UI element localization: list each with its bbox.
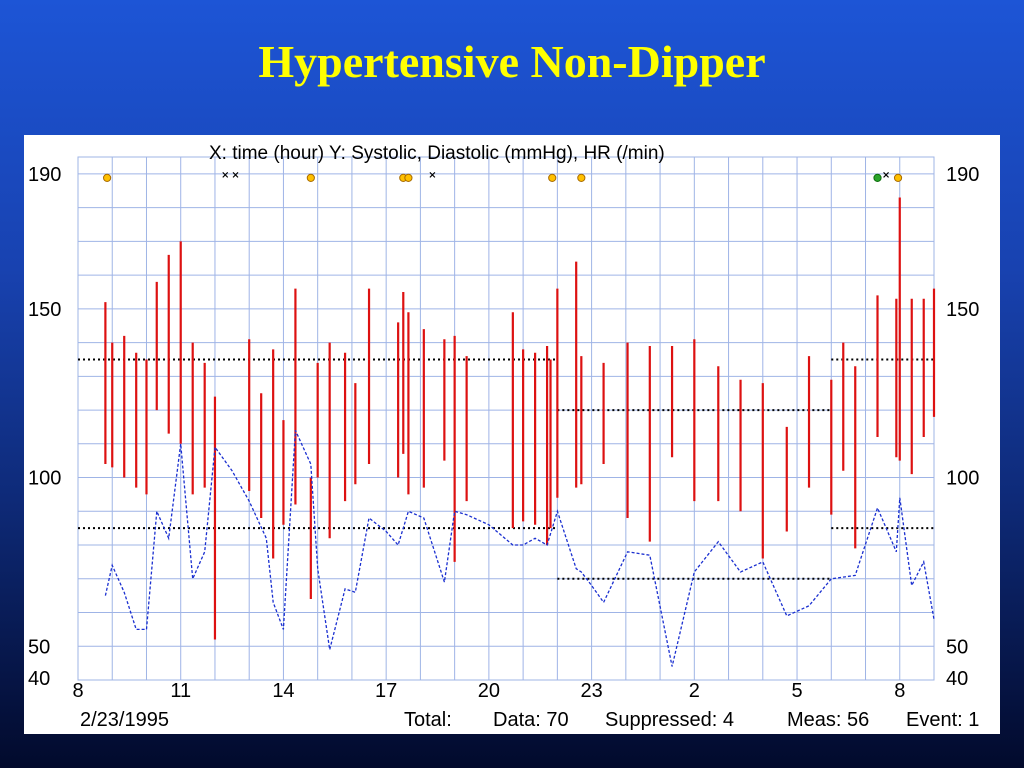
y-tick-label-left: 100 bbox=[28, 468, 61, 490]
chart-panel: X: time (hour) Y: Systolic, Diastolic (m… bbox=[24, 135, 1000, 734]
x-tick-label: 11 bbox=[170, 680, 191, 702]
event-marker-circle bbox=[103, 173, 112, 182]
grid-layer bbox=[77, 156, 935, 681]
x-tick-label: 17 bbox=[375, 680, 397, 702]
x-tick-label: 8 bbox=[894, 680, 905, 702]
footer-meas: Meas: 56 bbox=[787, 709, 869, 731]
event-marker-x bbox=[429, 171, 436, 178]
footer-event: Event: 1 bbox=[906, 709, 979, 731]
y-tick-label-left: 190 bbox=[28, 164, 61, 186]
y-tick-label-left: 40 bbox=[28, 668, 50, 690]
x-tick-label: 2 bbox=[689, 680, 700, 702]
event-marker-circle bbox=[306, 173, 315, 182]
event-marker-circle bbox=[577, 173, 586, 182]
y-tick-label-right: 50 bbox=[946, 636, 968, 658]
footer-data: Data: 70 bbox=[493, 709, 569, 731]
event-marker-green bbox=[873, 173, 882, 182]
event-marker-x bbox=[222, 171, 229, 178]
x-stroke bbox=[222, 171, 229, 178]
event-markers-layer bbox=[103, 171, 903, 182]
threshold-layer bbox=[78, 358, 934, 580]
y-tick-label-right: 150 bbox=[946, 299, 979, 321]
chart-title: X: time (hour) Y: Systolic, Diastolic (m… bbox=[209, 143, 665, 164]
y-tick-label-right: 100 bbox=[946, 468, 979, 490]
event-marker-x bbox=[883, 171, 889, 178]
x-tick-label: 20 bbox=[478, 680, 500, 702]
slide-title: Hypertensive Non-Dipper bbox=[258, 36, 766, 87]
y-tick-label-left: 150 bbox=[28, 299, 61, 321]
x-tick-label: 8 bbox=[72, 680, 83, 702]
y-tick-label-left: 50 bbox=[28, 636, 50, 658]
x-stroke bbox=[883, 171, 889, 178]
event-marker-circle bbox=[893, 173, 903, 182]
y-tick-label-right: 190 bbox=[946, 164, 979, 186]
footer-total: Total: bbox=[404, 709, 452, 731]
x-stroke bbox=[232, 171, 239, 178]
y-tick-labels: 190 190 150 150 100 100 50 50 40 40 bbox=[28, 164, 979, 690]
date-label: 2/23/1995 bbox=[80, 709, 169, 731]
x-tick-label: 5 bbox=[791, 680, 802, 702]
event-marker-x bbox=[232, 171, 239, 178]
chart-svg: X: time (hour) Y: Systolic, Diastolic (m… bbox=[28, 143, 979, 731]
x-stroke bbox=[429, 171, 436, 178]
event-marker-circle bbox=[404, 173, 413, 182]
bp-bars-layer bbox=[104, 197, 936, 640]
x-tick-labels: 8 11 14 17 20 23 2 5 8 bbox=[72, 680, 905, 702]
x-tick-label: 14 bbox=[272, 680, 294, 702]
footer-suppressed: Suppressed: 4 bbox=[605, 709, 734, 731]
x-tick-label: 23 bbox=[580, 680, 602, 702]
y-tick-label-right: 40 bbox=[946, 668, 968, 690]
plot-border bbox=[77, 156, 935, 681]
event-marker-circle bbox=[548, 173, 557, 182]
